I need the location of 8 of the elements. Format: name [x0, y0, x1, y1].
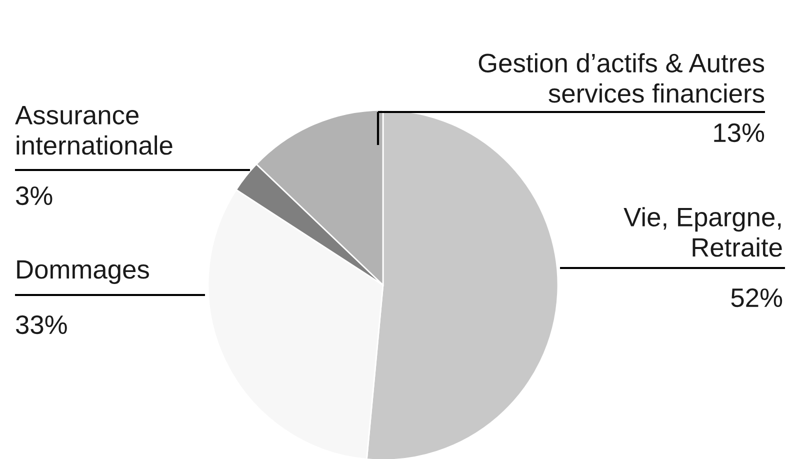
slice-label: Assurance internationale	[15, 106, 172, 155]
slice-label: Dommages	[17, 260, 149, 284]
slice-label: Gestion d’actifs & Autres services financiers	[478, 53, 764, 103]
data-label: 13%	[714, 123, 764, 142]
slice-label: Vie, Epargne, Retraite	[624, 207, 782, 257]
data-label: 3%	[16, 186, 52, 206]
data-label: 52%	[731, 288, 782, 308]
data-label: 33%	[16, 315, 67, 334]
